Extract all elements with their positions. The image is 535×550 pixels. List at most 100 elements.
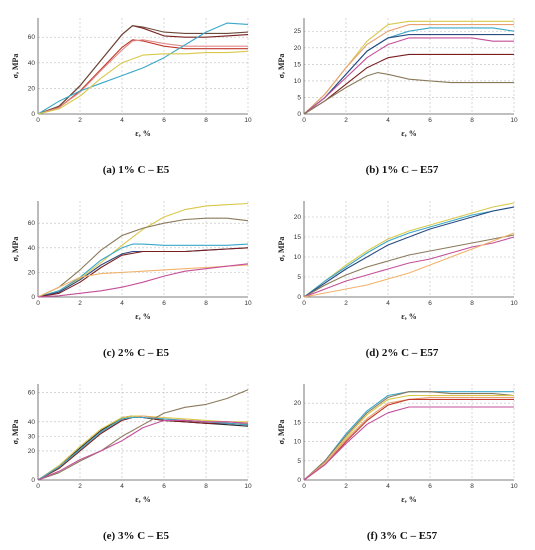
x-tick-d-1: 2 [344,300,348,307]
series-line-d-0 [303,202,515,298]
y-tick-d-0: 0 [297,294,301,301]
x-tick-c-4: 8 [204,300,208,307]
series-line-e-0 [37,415,249,481]
y-axis-label-a: σ, MPa [11,54,20,79]
y-tick-f-2: 10 [294,439,302,446]
caption-a: (a) 1% C – E5 [102,164,170,176]
series-line-e-6 [37,419,249,481]
series-line-c-0 [37,202,249,298]
x-tick-a-1: 2 [78,117,82,124]
x-tick-c-0: 0 [36,300,40,307]
caption-e: (e) 3% C – E5 [103,530,169,542]
y-tick-b-0: 0 [297,111,301,118]
x-tick-e-5: 10 [244,483,252,490]
y-axis-label-c: σ, MPa [11,237,20,262]
x-tick-f-2: 4 [386,483,390,490]
x-tick-a-0: 0 [36,117,40,124]
series-line-e-1 [37,415,248,481]
y-tick-f-3: 15 [294,419,302,426]
series-line-b-0 [303,20,514,115]
y-tick-a-1: 20 [28,85,36,92]
series-line-e-2 [37,415,249,481]
y-tick-f-4: 20 [294,400,302,407]
x-tick-f-5: 10 [510,483,518,490]
panel-f: 0 2 4 6 8 10 0 5 10 15 20 ε, % σ, MPa (f) 3% C – E57 [272,366,532,549]
series-line-f-4 [303,398,514,481]
x-tick-a-3: 6 [162,117,166,124]
x-tick-e-1: 2 [78,483,82,490]
series-line-f-3 [303,396,514,481]
chart-d: 0 2 4 6 8 10 0 5 10 15 20 ε, % σ, MPa [277,201,518,321]
x-tick-f-3: 6 [428,483,432,490]
x-tick-b-5: 10 [510,117,518,124]
x-tick-a-5: 10 [244,117,252,124]
y-tick-b-4: 20 [294,45,302,52]
x-axis-label-b: ε, % [401,129,416,138]
y-tick-d-1: 5 [297,274,301,281]
x-tick-a-2: 4 [120,117,124,124]
x-tick-a-4: 8 [204,117,208,124]
x-axis-label-a: ε, % [135,129,150,138]
x-tick-e-2: 4 [120,483,124,490]
x-tick-c-2: 4 [120,300,124,307]
series-line-d-3 [303,234,515,298]
series-line-b-2 [303,27,515,115]
chart-b: 0 2 4 6 8 10 0 5 10 15 20 25 ε, % σ, MPa [277,18,518,138]
series-line-e-4 [37,416,249,481]
series-line-a-1 [37,25,249,115]
y-tick-f-0: 0 [297,477,301,484]
panel-b: 0 2 4 6 8 10 0 5 10 15 20 25 ε, % σ, MPa (b) 1% C – E… [272,0,532,183]
x-tick-d-3: 6 [428,300,432,307]
y-tick-a-2: 40 [28,60,36,67]
y-tick-a-3: 60 [28,34,36,41]
x-axis-label-e: ε, % [135,495,150,504]
y-tick-e-2: 30 [28,433,36,440]
series-line-c-4 [37,247,249,298]
y-tick-b-2: 10 [294,78,302,85]
x-tick-d-0: 0 [302,300,306,307]
caption-d: (d) 2% C – E57 [365,347,439,359]
series-line-e-3 [37,416,249,481]
y-tick-e-1: 20 [28,448,36,455]
x-tick-b-0: 0 [302,117,306,124]
series-line-b-4 [303,37,514,115]
y-axis-label-e: σ, MPa [11,420,20,445]
y-tick-e-4: 60 [28,390,36,397]
x-tick-d-5: 10 [510,300,518,307]
y-tick-c-3: 60 [28,220,36,227]
y-tick-c-1: 20 [28,269,36,276]
x-tick-b-2: 4 [386,117,390,124]
x-tick-c-1: 2 [78,300,82,307]
series-line-f-1 [303,391,515,481]
series-line-a-5 [37,50,249,115]
x-tick-e-4: 8 [204,483,208,490]
x-tick-b-4: 8 [470,117,474,124]
y-tick-f-1: 5 [297,458,301,465]
panel-d: 0 2 4 6 8 10 0 5 10 15 20 ε, % σ, MPa (d) 2% C – E57 [272,183,532,366]
y-tick-d-4: 20 [294,214,302,221]
y-tick-a-0: 0 [31,111,35,118]
series-line-e-5 [37,389,249,481]
x-tick-c-5: 10 [244,300,252,307]
y-tick-c-0: 0 [31,294,35,301]
series-line-b-5 [303,53,514,115]
y-tick-c-2: 40 [28,245,36,252]
y-tick-d-2: 10 [294,254,302,261]
series-line-c-5 [37,264,249,298]
series-line-a-0 [37,25,249,115]
caption-f: (f) 3% C – E57 [366,530,438,542]
series-line-b-1 [303,24,514,115]
series-line-a-3 [37,39,248,115]
x-tick-b-3: 6 [428,117,432,124]
series-line-b-6 [303,72,514,115]
series-line-d-2 [303,206,515,298]
series-line-c-6 [37,263,249,298]
x-tick-e-3: 6 [162,483,166,490]
y-tick-d-3: 15 [294,234,302,241]
panel-a: 0 2 4 6 8 10 0 20 40 60 ε, % σ, MPa (a) 1% C – E5 [6,0,266,183]
series-line-f-0 [303,391,514,481]
series-line-a-4 [37,22,249,115]
y-axis-label-f: σ, MPa [277,420,286,445]
chart-c: 0 2 4 6 8 10 0 20 40 60 ε, % σ, MPa [11,201,252,321]
series-line-f-5 [303,406,514,481]
